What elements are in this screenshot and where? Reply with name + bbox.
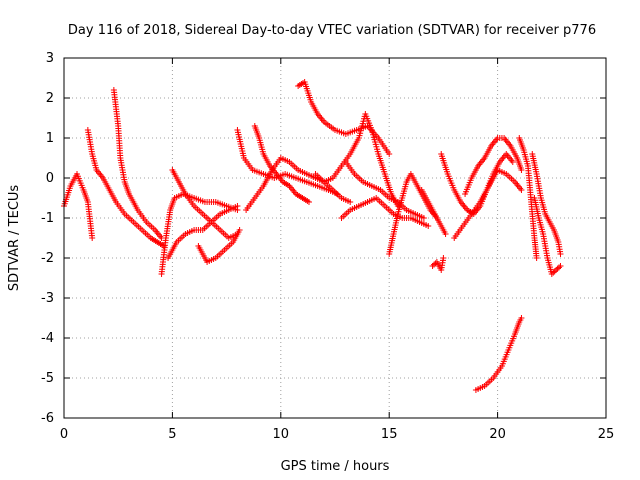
y-tick-label: -3 xyxy=(41,291,54,306)
data-point xyxy=(556,264,563,271)
series-arc-q xyxy=(429,255,447,273)
series-arc-p xyxy=(418,187,449,237)
data-point xyxy=(432,260,439,267)
data-point xyxy=(557,263,564,269)
data-point xyxy=(347,199,354,205)
series-arc-f xyxy=(169,167,241,241)
axis-ticks: 0 5 10 15 20 25 -6 -5 -4 -3 -2 -1 0 1 2 3 xyxy=(41,51,614,442)
data-point xyxy=(518,187,525,193)
x-tick-label: 0 xyxy=(60,427,68,442)
y-tick-label: 0 xyxy=(46,171,54,186)
x-tick-label: 10 xyxy=(273,427,290,442)
data-point xyxy=(553,267,560,273)
series-arc-g xyxy=(195,227,243,265)
data-point xyxy=(89,235,96,241)
data-point xyxy=(431,261,438,268)
series-arc-s xyxy=(451,167,525,241)
data-point xyxy=(305,199,312,205)
data-point xyxy=(425,223,432,229)
data-point xyxy=(554,265,561,272)
y-tick-label: 3 xyxy=(46,51,54,66)
series-arc-v xyxy=(516,135,540,261)
series-arc-t xyxy=(462,135,525,197)
x-axis-label: GPS time / hours xyxy=(281,459,390,474)
y-tick-label: 1 xyxy=(46,131,54,146)
data-point xyxy=(420,215,427,221)
series-arc-x xyxy=(531,195,564,277)
y-tick-label: -2 xyxy=(41,251,54,266)
data-point xyxy=(440,255,447,261)
x-tick-label: 25 xyxy=(598,427,615,442)
series-arc-u xyxy=(472,315,525,393)
series-arc-n xyxy=(342,159,427,221)
data-point xyxy=(386,151,393,157)
y-tick-label: -4 xyxy=(41,331,54,346)
y-axis-label: SDTVAR / TECUs xyxy=(7,185,22,292)
data-points xyxy=(61,79,564,393)
data-point xyxy=(550,269,557,276)
series-arc-c xyxy=(110,87,165,241)
y-tick-label: -6 xyxy=(41,411,54,426)
series-arc-a xyxy=(61,171,96,241)
series-arc-i xyxy=(243,155,354,213)
series-arc-e xyxy=(165,203,241,261)
plot-frame xyxy=(63,57,607,419)
y-tick-label: 2 xyxy=(46,91,54,106)
series-arc-w xyxy=(529,151,564,257)
x-tick-label: 20 xyxy=(489,427,506,442)
series-arc-b xyxy=(84,127,167,249)
data-point xyxy=(533,255,540,261)
data-point xyxy=(548,271,555,277)
data-point xyxy=(509,159,516,165)
series-arc-o xyxy=(386,171,440,257)
x-tick-label: 15 xyxy=(381,427,398,442)
grid-lines xyxy=(64,58,606,418)
data-point xyxy=(236,227,243,233)
data-point xyxy=(518,315,525,321)
data-point xyxy=(442,231,449,237)
series-arc-m xyxy=(338,195,432,229)
y-tick-label: -1 xyxy=(41,211,54,226)
data-point xyxy=(429,263,436,269)
data-point xyxy=(557,251,564,257)
series-arc-d xyxy=(158,191,241,277)
data-point xyxy=(234,203,241,209)
y-tick-label: -5 xyxy=(41,371,54,386)
data-point xyxy=(518,167,525,173)
series-arc-k xyxy=(295,79,393,157)
series-arc-j xyxy=(251,123,312,205)
x-tick-label: 5 xyxy=(168,427,176,442)
chart-title: Day 116 of 2018, Sidereal Day-to-day VTE… xyxy=(68,23,596,38)
data-point xyxy=(551,268,558,275)
